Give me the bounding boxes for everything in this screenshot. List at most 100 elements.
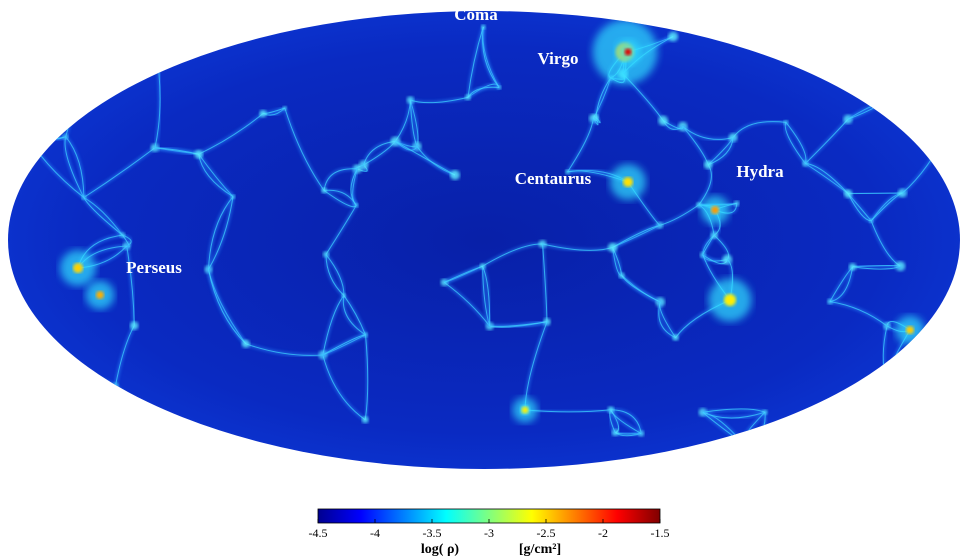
- filament: [13, 422, 30, 428]
- filament: [115, 428, 141, 432]
- filament: [848, 418, 851, 426]
- halo: [849, 424, 853, 428]
- colorbar-tick-label: -3.5: [423, 526, 442, 540]
- colorbar-tick-label: -2.5: [537, 526, 556, 540]
- filament: [876, 380, 887, 426]
- filament: [849, 405, 852, 418]
- colorbar-tick-label: -4.5: [309, 526, 328, 540]
- halo: [152, 44, 159, 51]
- filament: [66, 13, 83, 137]
- filament: [876, 426, 953, 447]
- halo: [849, 263, 856, 270]
- filament: [141, 432, 189, 454]
- halo: [950, 444, 956, 450]
- cluster-label: Coma: [454, 5, 498, 24]
- filament: [874, 37, 883, 103]
- filament: [13, 422, 30, 428]
- filament: [10, 422, 30, 431]
- filament: [82, 13, 156, 48]
- filament: [851, 419, 877, 427]
- filament: [30, 363, 60, 423]
- cluster-core: [623, 177, 633, 187]
- filament: [10, 422, 30, 431]
- filament: [946, 447, 955, 466]
- filament: [849, 405, 855, 426]
- halo: [450, 170, 460, 180]
- cluster-label: Perseus: [126, 258, 182, 277]
- halo: [342, 293, 346, 297]
- filament: [4, 428, 13, 432]
- filament: [10, 422, 30, 431]
- filament: [844, 414, 851, 426]
- halo: [27, 419, 33, 425]
- filament: [876, 426, 953, 447]
- filament: [112, 386, 115, 432]
- filament: [946, 447, 954, 466]
- halo: [608, 243, 617, 252]
- filament: [141, 432, 189, 453]
- filament: [849, 405, 852, 418]
- filament: [4, 428, 13, 432]
- filament: [112, 386, 115, 432]
- filament: [82, 13, 156, 48]
- map-figure: ComaVirgoCentaurusHydraPerseus -4.5-4-3.…: [0, 0, 969, 560]
- halo: [79, 10, 84, 15]
- filament: [10, 425, 13, 432]
- filament: [882, 103, 956, 112]
- colorbar-tick-label: -1.5: [651, 526, 670, 540]
- filament: [858, 28, 874, 37]
- halo: [593, 115, 599, 121]
- cluster-core: [73, 263, 83, 273]
- halo: [673, 334, 679, 340]
- filament: [874, 37, 883, 103]
- filament: [849, 405, 856, 426]
- colorbar-unit: [g/cm²]: [519, 542, 561, 557]
- filament: [20, 125, 66, 139]
- filament: [10, 425, 13, 432]
- filament: [946, 447, 954, 466]
- filament: [858, 29, 873, 37]
- cluster-core: [625, 49, 632, 56]
- filament: [20, 125, 66, 139]
- halo: [844, 189, 852, 197]
- cluster-label: Hydra: [736, 162, 784, 181]
- halo: [848, 416, 853, 421]
- filament: [10, 422, 30, 431]
- filament: [876, 426, 946, 465]
- filament: [850, 415, 876, 426]
- colorbar-label: log( ρ): [421, 542, 460, 557]
- filament: [882, 103, 956, 112]
- filament: [858, 28, 874, 37]
- filament: [108, 386, 115, 432]
- filament: [82, 13, 156, 48]
- halo: [194, 150, 203, 159]
- halo: [658, 116, 668, 126]
- cluster-core: [724, 294, 736, 306]
- filament: [115, 428, 141, 432]
- cluster-core: [522, 407, 529, 414]
- halo: [481, 25, 486, 30]
- filament: [851, 419, 877, 427]
- filament: [115, 431, 189, 454]
- halo: [321, 188, 327, 194]
- filament: [20, 125, 66, 139]
- filament: [858, 29, 873, 37]
- halo: [943, 462, 950, 469]
- halo: [6, 428, 13, 435]
- colorbar-tick-label: -3: [484, 526, 494, 540]
- filament: [141, 432, 189, 454]
- halo: [186, 451, 192, 457]
- halo: [952, 108, 961, 117]
- halo: [480, 263, 486, 269]
- filament: [844, 414, 851, 426]
- filament: [115, 431, 141, 432]
- filament: [108, 386, 115, 432]
- halo: [362, 416, 369, 423]
- cluster-core: [906, 326, 914, 334]
- halo: [874, 423, 879, 428]
- cluster-label: Centaurus: [515, 169, 592, 188]
- filament: [30, 363, 60, 423]
- halo: [704, 161, 712, 169]
- colorbar-tick-label: -2: [598, 526, 608, 540]
- colorbar-tick-label: -4: [370, 526, 380, 540]
